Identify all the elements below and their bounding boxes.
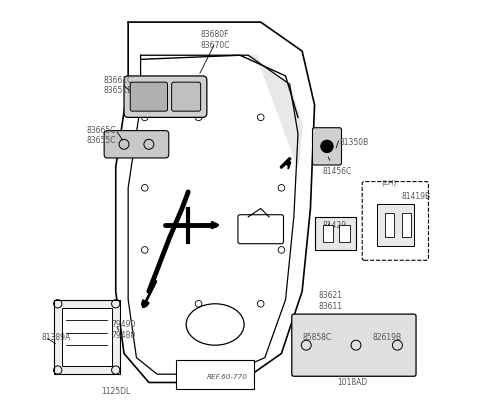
Bar	[402, 213, 411, 238]
FancyBboxPatch shape	[104, 131, 169, 158]
Bar	[339, 225, 350, 241]
Text: 83665C
83655C: 83665C 83655C	[87, 126, 116, 145]
Bar	[323, 225, 333, 241]
FancyBboxPatch shape	[292, 314, 416, 376]
Bar	[62, 308, 111, 366]
FancyBboxPatch shape	[172, 82, 201, 111]
Text: 1018AD: 1018AD	[336, 378, 367, 387]
FancyBboxPatch shape	[238, 215, 284, 244]
Text: (LH): (LH)	[382, 179, 396, 186]
Bar	[54, 300, 120, 374]
Polygon shape	[141, 55, 302, 167]
Text: 85858C: 85858C	[302, 333, 331, 342]
Text: 81389A: 81389A	[41, 333, 71, 342]
Text: 83661C
83651D: 83661C 83651D	[103, 76, 133, 95]
Bar	[314, 217, 356, 250]
Text: 1125DL: 1125DL	[101, 387, 131, 396]
FancyBboxPatch shape	[176, 360, 254, 389]
Text: 82619B: 82619B	[372, 333, 402, 342]
FancyBboxPatch shape	[124, 76, 207, 117]
Text: 81350B: 81350B	[339, 138, 369, 147]
Text: 79490
79480: 79490 79480	[111, 320, 136, 340]
Circle shape	[321, 140, 333, 153]
Text: REF.60-770: REF.60-770	[207, 374, 248, 380]
Bar	[377, 204, 414, 246]
Text: 81456C: 81456C	[323, 167, 352, 176]
Text: 83621
83611: 83621 83611	[319, 291, 343, 311]
FancyBboxPatch shape	[362, 181, 429, 260]
Text: 83680F
83670C: 83680F 83670C	[200, 30, 230, 50]
Bar	[385, 213, 394, 238]
FancyBboxPatch shape	[312, 128, 341, 165]
Text: 81419B: 81419B	[402, 192, 431, 201]
Text: 81429: 81429	[323, 221, 347, 230]
FancyBboxPatch shape	[130, 82, 168, 111]
